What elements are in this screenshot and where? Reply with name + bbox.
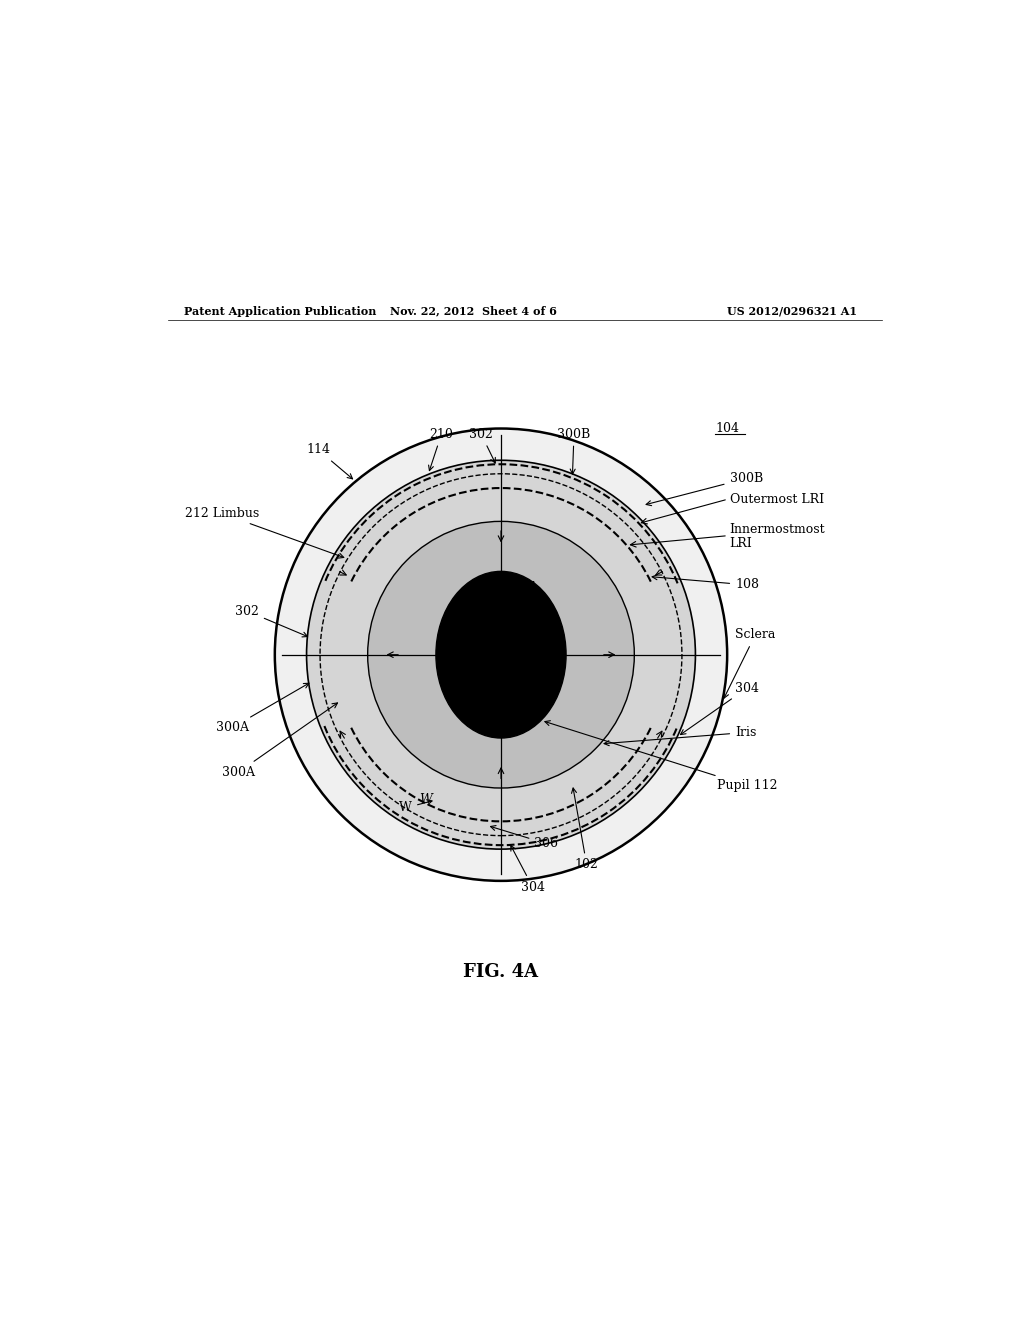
- Text: Sclera: Sclera: [724, 628, 775, 698]
- Text: Outermost LRI: Outermost LRI: [729, 492, 823, 506]
- Circle shape: [274, 429, 727, 880]
- Text: Nov. 22, 2012  Sheet 4 of 6: Nov. 22, 2012 Sheet 4 of 6: [390, 305, 557, 317]
- Text: Iris: Iris: [604, 726, 757, 746]
- Text: Pupil 112: Pupil 112: [545, 721, 777, 792]
- Circle shape: [306, 461, 695, 849]
- Ellipse shape: [436, 572, 566, 738]
- Text: 300A: 300A: [216, 684, 309, 734]
- Text: 102: 102: [571, 788, 599, 871]
- Text: 302: 302: [236, 605, 307, 638]
- Text: 108: 108: [652, 574, 759, 591]
- Text: 300B: 300B: [646, 473, 763, 506]
- Text: 304: 304: [681, 681, 759, 734]
- Text: 210: 210: [429, 428, 454, 471]
- Text: Innermostmost: Innermostmost: [729, 523, 825, 536]
- Text: $\Psi$: $\Psi$: [521, 715, 536, 733]
- Text: 104: 104: [715, 422, 739, 436]
- Text: 300B: 300B: [557, 428, 591, 474]
- Text: $\Psi$: $\Psi$: [521, 581, 536, 598]
- Text: 114: 114: [306, 444, 352, 479]
- Text: Patent Application Publication: Patent Application Publication: [183, 305, 376, 317]
- Text: 304: 304: [511, 846, 545, 894]
- Text: W: W: [399, 800, 432, 814]
- Text: 212 Limbus: 212 Limbus: [184, 507, 344, 558]
- Text: LRI: LRI: [729, 537, 753, 550]
- Text: FIG. 4A: FIG. 4A: [464, 964, 539, 981]
- Text: 302: 302: [469, 428, 496, 463]
- Text: US 2012/0296321 A1: US 2012/0296321 A1: [727, 305, 857, 317]
- Text: W: W: [419, 793, 432, 807]
- Text: 306: 306: [490, 825, 558, 850]
- Text: 300A: 300A: [222, 704, 338, 779]
- Circle shape: [368, 521, 634, 788]
